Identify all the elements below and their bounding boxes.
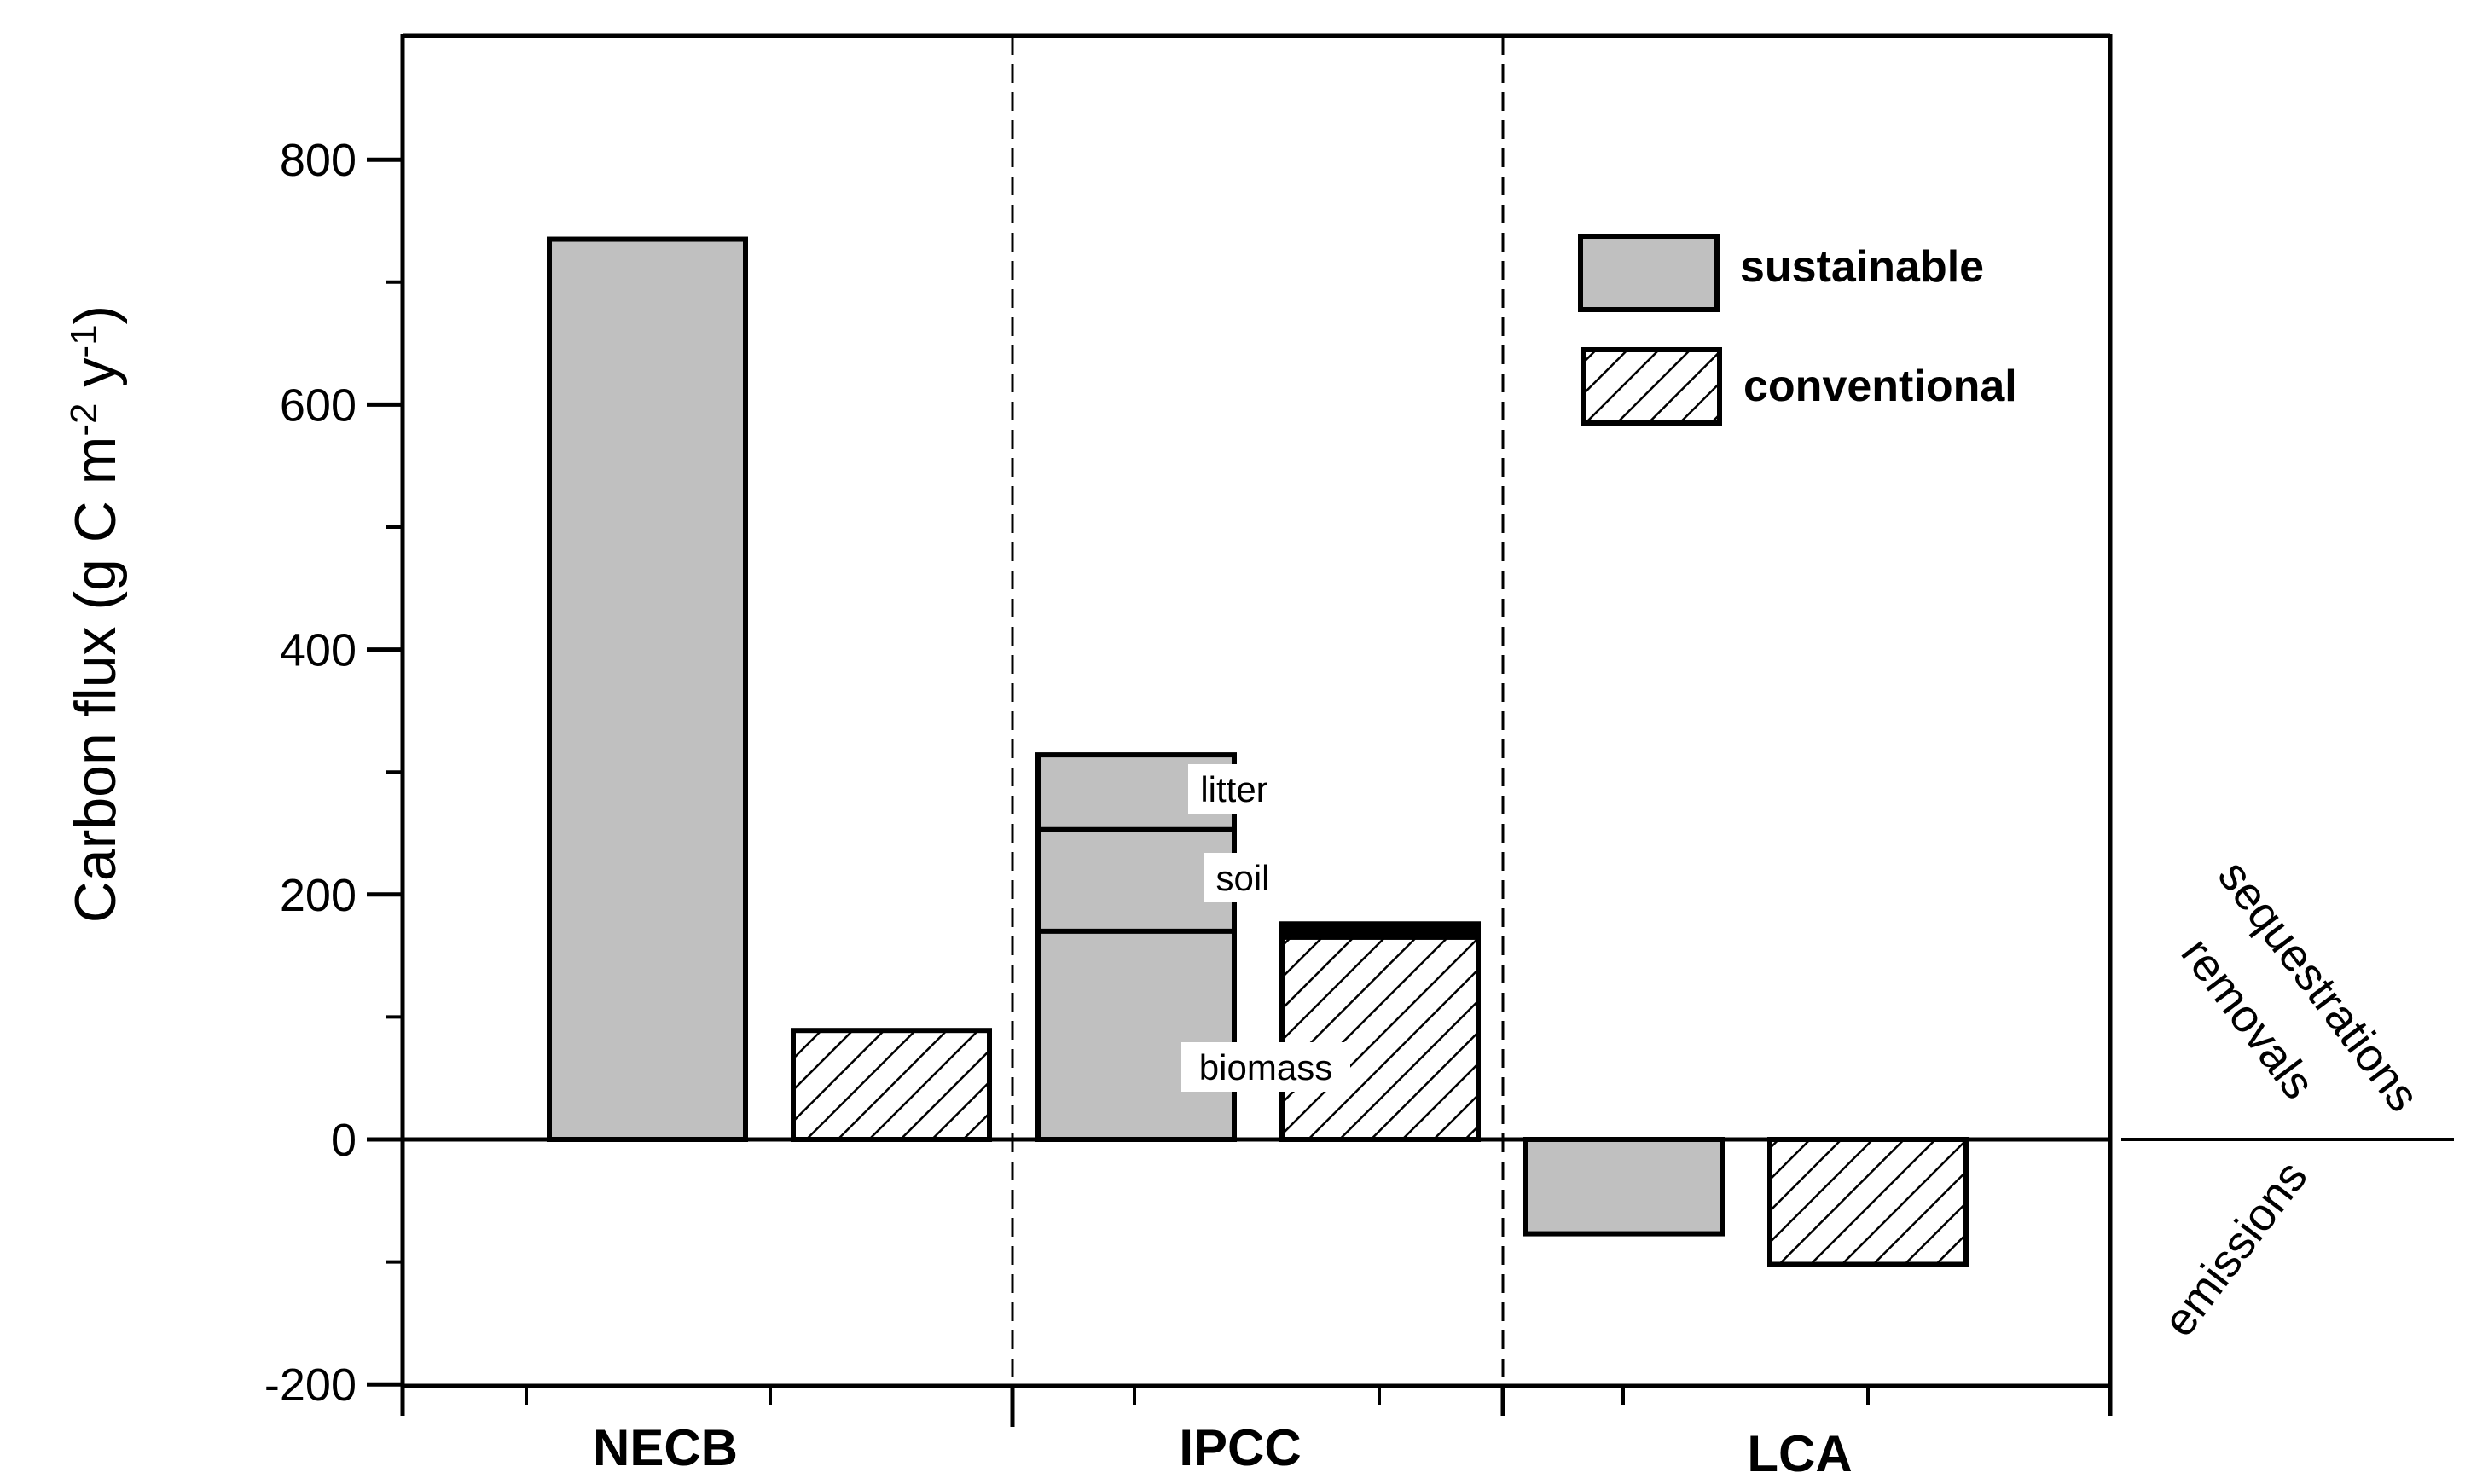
component-label-bg-soil (1204, 853, 1281, 902)
component-label-bg-litter (1188, 764, 1280, 814)
bar-necb-conventional (791, 1028, 992, 1143)
bar-lca-sustainable (1523, 1137, 1725, 1237)
group-label-necb: NECB (593, 1419, 738, 1476)
y-axis-title-main: Carbon flux (g C m (63, 437, 128, 924)
component-label-litter: litter (1200, 769, 1267, 809)
bar-lca-conventional (1767, 1137, 1969, 1267)
y-axis-title-mid: y (63, 358, 128, 403)
component-label-biomass: biomass (1199, 1047, 1332, 1087)
legend-label-conventional: conventional (1743, 362, 2017, 411)
label-emissions: emissions (2153, 1151, 2317, 1346)
component-label-bg-biomass (1181, 1042, 1350, 1092)
legend-swatch-sustainable (1578, 234, 1720, 312)
group-label-lca: LCA (1747, 1425, 1852, 1482)
legend-swatch-conventional (1581, 347, 1722, 426)
y-axis-title: Carbon flux (g C m-2 y-1) (63, 305, 128, 923)
legend-label-sustainable: sustainable (1740, 242, 1984, 292)
bar-ipcc-sustainable (1035, 752, 1237, 1142)
y-tick-label: 400 (280, 625, 357, 676)
y-tick-label: 600 (280, 380, 357, 431)
y-tick-label: 200 (280, 870, 357, 921)
y-axis-title-sup-1: -2 (63, 403, 105, 436)
y-tick-label: 0 (331, 1115, 357, 1166)
y-tick-label: -200 (264, 1359, 357, 1411)
y-axis-title-end: ) (63, 305, 128, 325)
ipcc-conventional-soil-litter-cap (1282, 924, 1478, 940)
y-tick-label: 800 (280, 135, 357, 186)
y-axis-title-sup-2: -1 (63, 324, 105, 357)
bar-ipcc-conventional (1279, 921, 1481, 1143)
component-label-soil: soil (1215, 858, 1269, 898)
group-label-ipcc: IPCC (1179, 1419, 1301, 1476)
bar-necb-sustainable (547, 236, 748, 1142)
